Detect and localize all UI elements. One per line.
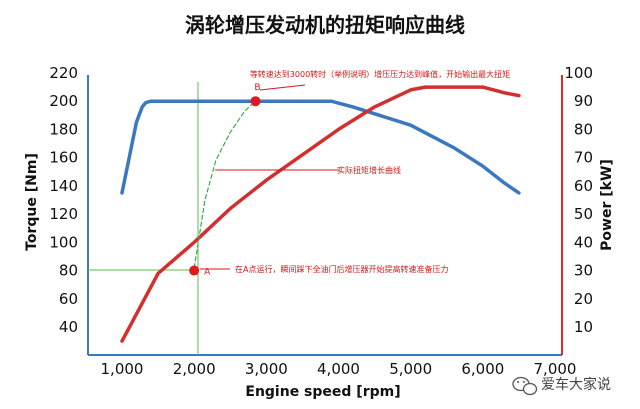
- x-tick-label: 7,000: [534, 360, 577, 378]
- left-tick-label: 80: [59, 262, 78, 280]
- wechat-icon: [512, 376, 538, 396]
- watermark-text: 爱车大家说: [541, 376, 611, 393]
- x-tick-label: 2,000: [173, 360, 216, 378]
- point-a: [189, 265, 200, 276]
- point-label-a: A: [204, 268, 211, 278]
- right-axis-label: Power [kW]: [599, 159, 615, 251]
- left-tick-labels: 40 60 80 100 120 140 160 180 200 220: [49, 64, 78, 336]
- x-tick-label: 3,000: [245, 360, 288, 378]
- right-tick-label: 80: [574, 120, 593, 138]
- right-tick-label: 10: [574, 318, 593, 336]
- x-axis-label: Engine speed [rpm]: [245, 384, 400, 400]
- points-layer: AB: [189, 83, 261, 278]
- annotation-point-a: 在A点运行，瞬间踩下全油门后增压器开始提高转速准备压力: [235, 264, 448, 274]
- point-b: [250, 96, 261, 107]
- left-tick-label: 160: [49, 149, 78, 167]
- actual-torque-curve: [193, 100, 257, 269]
- left-tick-label: 60: [59, 290, 78, 308]
- left-axis-label: Torque [Nm]: [24, 153, 40, 251]
- right-tick-label: 100: [564, 64, 593, 82]
- chart-title: 涡轮增压发动机的扭矩响应曲线: [185, 13, 465, 37]
- left-tick-label: 140: [49, 177, 78, 195]
- right-tick-label: 50: [574, 205, 593, 223]
- left-tick-label: 100: [49, 233, 78, 251]
- left-tick-label: 220: [49, 64, 78, 82]
- right-tick-label: 90: [574, 92, 593, 110]
- right-tick-label: 30: [574, 262, 593, 280]
- left-tick-label: 40: [59, 318, 78, 336]
- power-curve: [120, 85, 521, 343]
- right-tick-label: 40: [574, 233, 593, 251]
- annotation-leader-peak: [259, 84, 306, 91]
- x-tick-label: 4,000: [317, 360, 360, 378]
- series-layer: [120, 85, 521, 343]
- point-label-b: B: [254, 83, 260, 93]
- x-tick-label: 6,000: [461, 360, 504, 378]
- annotation-peak: 等转速达到3000转时（举例说明）增压压力达到峰值，开始输出最大扭矩: [250, 69, 510, 79]
- annotation-actual-curve: 实际扭矩增长曲线: [337, 165, 401, 175]
- x-tick-label: 5,000: [389, 360, 432, 378]
- x-tick-label: 1,000: [101, 360, 144, 378]
- right-tick-label: 60: [574, 177, 593, 195]
- left-tick-label: 180: [49, 120, 78, 138]
- right-tick-labels: 10 20 30 40 50 60 70 80 90 100: [564, 64, 593, 336]
- left-tick-label: 120: [49, 205, 78, 223]
- left-tick-label: 200: [49, 92, 78, 110]
- x-tick-labels: 1,000 2,000 3,000 4,000 5,000 6,000 7,000: [101, 360, 577, 378]
- torque-curve: [120, 99, 521, 195]
- watermark: 爱车大家说: [512, 376, 611, 396]
- right-tick-label: 70: [574, 149, 593, 167]
- right-tick-label: 20: [574, 290, 593, 308]
